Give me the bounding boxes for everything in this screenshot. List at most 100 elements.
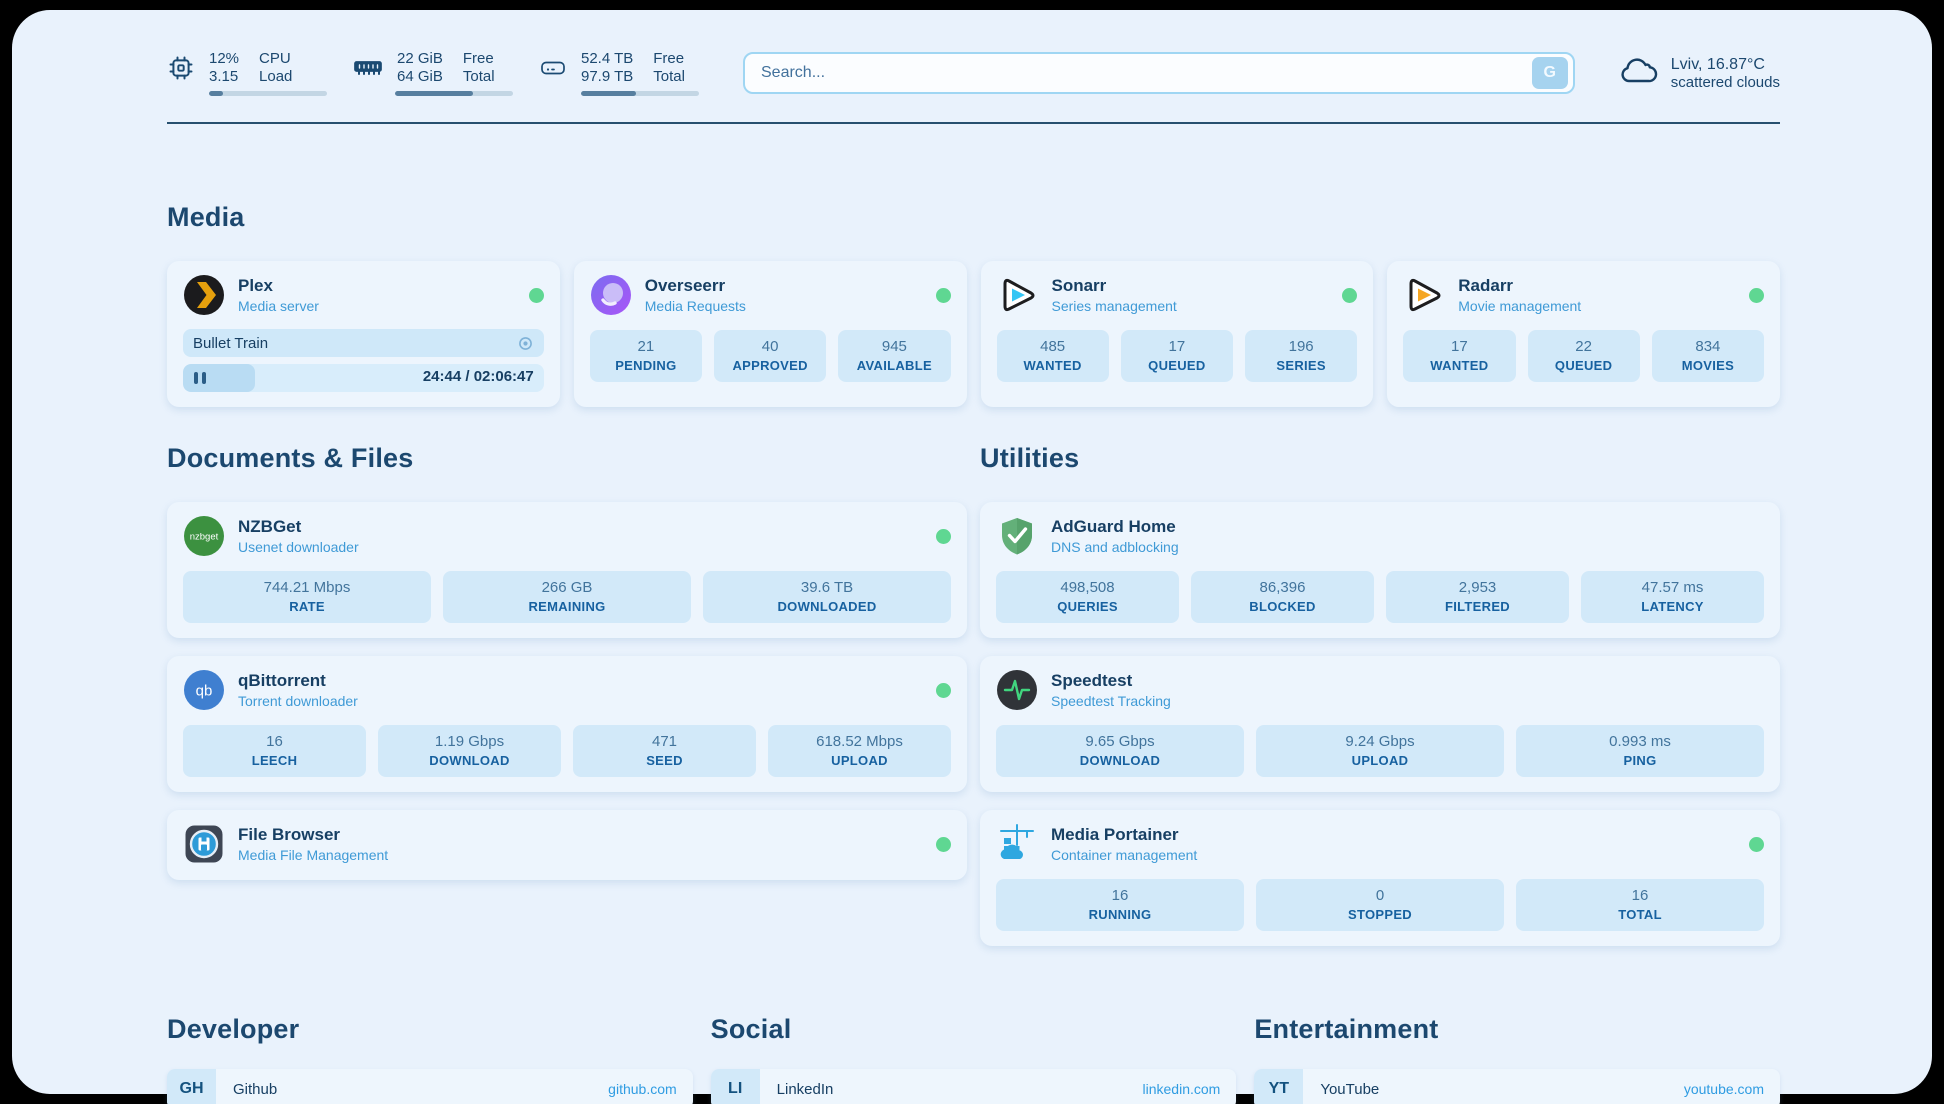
status-dot bbox=[1342, 287, 1358, 303]
stat-wanted: 17 WANTED bbox=[1403, 330, 1516, 382]
ram-total-value: 64 GiB bbox=[397, 68, 443, 85]
stat-leech: 16 LEECH bbox=[183, 725, 366, 777]
now-playing-settings-icon[interactable] bbox=[517, 335, 534, 352]
link-github[interactable]: GH Github github.com bbox=[167, 1069, 693, 1104]
app-card-speedtest[interactable]: Speedtest Speedtest Tracking 9.65 Gbps D… bbox=[980, 656, 1780, 792]
app-subtitle: Container management bbox=[1051, 847, 1198, 863]
ram-free-value: 22 GiB bbox=[397, 50, 443, 67]
speedtest-icon bbox=[996, 669, 1038, 711]
media-heading: Media bbox=[167, 202, 245, 232]
disk-free-value: 52.4 TB bbox=[581, 50, 634, 67]
app-name: AdGuard Home bbox=[1051, 517, 1176, 536]
app-name: Sonarr bbox=[1051, 276, 1107, 295]
social-heading: Social bbox=[710, 1014, 792, 1044]
cpu-usage-value: 12% bbox=[209, 50, 240, 67]
stat-latency: 47.57 ms LATENCY bbox=[1581, 571, 1764, 623]
app-name: File Browser bbox=[238, 825, 341, 844]
status-dot bbox=[1749, 287, 1764, 303]
app-card-adguard[interactable]: AdGuard Home DNS and adblocking 498,508 … bbox=[980, 502, 1780, 638]
stat-wanted: 485 WANTED bbox=[996, 330, 1109, 382]
stat-available: 945 AVAILABLE bbox=[838, 330, 951, 382]
disk-icon bbox=[539, 55, 567, 81]
stat-stopped: 0 STOPPED bbox=[1256, 879, 1504, 931]
cpu-load-value: 3.15 bbox=[209, 68, 239, 85]
stat-queued: 22 QUEUED bbox=[1527, 330, 1640, 382]
stat-queued: 17 QUEUED bbox=[1120, 330, 1233, 382]
topbar-divider bbox=[167, 122, 1780, 124]
disk-progress-fill bbox=[581, 91, 637, 96]
cpu-icon bbox=[167, 54, 195, 82]
status-dot bbox=[935, 287, 951, 303]
stat-total: 16 TOTAL bbox=[1516, 879, 1764, 931]
section-utilities: Utilities AdGuard Home DNS and adblockin… bbox=[980, 443, 1780, 946]
app-name: Plex bbox=[238, 276, 273, 295]
status-dot bbox=[936, 682, 951, 698]
disk-total-value: 97.9 TB bbox=[581, 68, 634, 85]
dashboard: 12% 3.15 CPU Load bbox=[12, 10, 1932, 1104]
stat-pending: 21 PENDING bbox=[589, 330, 702, 382]
stat-remaining: 266 GB REMAINING bbox=[443, 571, 691, 623]
stat-running: 16 RUNNING bbox=[996, 879, 1244, 931]
app-name: Radarr bbox=[1458, 276, 1514, 295]
app-card-sonarr[interactable]: Sonarr Series management 485 WANTED 17 Q… bbox=[980, 261, 1374, 407]
stat-approved: 40 APPROVED bbox=[714, 330, 827, 382]
search-input[interactable] bbox=[761, 64, 1532, 82]
qbittorrent-icon: qb bbox=[183, 669, 225, 711]
cpu-label: CPU bbox=[259, 50, 291, 67]
app-subtitle: Movie management bbox=[1458, 298, 1582, 314]
app-card-filebrowser[interactable]: File Browser Media File Management bbox=[167, 810, 967, 880]
overseerr-icon bbox=[590, 274, 632, 316]
link-youtube[interactable]: YT YouTube youtube.com bbox=[1254, 1069, 1780, 1104]
app-card-radarr[interactable]: Radarr Movie management 17 WANTED 22 QUE… bbox=[1387, 261, 1780, 407]
stat-blocked: 86,396 BLOCKED bbox=[1191, 571, 1374, 623]
now-playing-row: Bullet Train bbox=[183, 329, 544, 357]
entertainment-heading: Entertainment bbox=[1254, 1014, 1439, 1044]
nzbget-icon: nzbget bbox=[183, 515, 225, 557]
app-card-portainer[interactable]: Media Portainer Container management 16 … bbox=[980, 810, 1780, 946]
stat-seed: 471 SEED bbox=[573, 725, 756, 777]
ram-total-label: Total bbox=[462, 68, 495, 85]
app-subtitle: Torrent downloader bbox=[238, 693, 358, 709]
ram-free-label: Free bbox=[462, 50, 494, 67]
link-linkedin[interactable]: LI LinkedIn linkedin.com bbox=[710, 1069, 1237, 1104]
stat-download: 1.19 Gbps DOWNLOAD bbox=[378, 725, 561, 777]
app-subtitle: Usenet downloader bbox=[238, 539, 359, 555]
app-subtitle: Media server bbox=[238, 298, 319, 314]
app-card-qbittorrent[interactable]: qb qBittorrent Torrent downloader 16 LEE… bbox=[167, 656, 967, 792]
app-subtitle: Speedtest Tracking bbox=[1051, 693, 1171, 709]
now-playing-title: Bullet Train bbox=[193, 334, 269, 352]
app-subtitle: Series management bbox=[1051, 298, 1177, 314]
cpu-progress-track bbox=[209, 91, 327, 96]
app-name: qBittorrent bbox=[238, 671, 326, 690]
app-card-overseerr[interactable]: Overseerr Media Requests 21 PENDING 40 A… bbox=[573, 261, 967, 407]
search-engine-button[interactable]: G bbox=[1531, 57, 1568, 89]
disk-free-label: Free bbox=[653, 50, 685, 67]
status-dot bbox=[528, 287, 544, 303]
app-card-plex[interactable]: Plex Media server Bullet Train bbox=[167, 261, 560, 407]
status-dot bbox=[936, 836, 951, 852]
app-card-nzbget[interactable]: nzbget NZBGet Usenet downloader 744.21 M… bbox=[167, 502, 967, 638]
app-subtitle: Media Requests bbox=[644, 298, 746, 314]
portainer-icon bbox=[996, 823, 1038, 865]
cpu-load-label: Load bbox=[259, 68, 293, 85]
disk-progress-track bbox=[581, 91, 699, 96]
stat-queries: 498,508 QUERIES bbox=[996, 571, 1179, 623]
app-name: Overseerr bbox=[644, 276, 726, 295]
weather-widget[interactable]: Lviv, 16.87°C scattered clouds bbox=[1617, 54, 1780, 93]
weather-location-temp: Lviv, 16.87°C bbox=[1670, 55, 1765, 73]
app-subtitle: DNS and adblocking bbox=[1051, 539, 1179, 555]
stat-downloaded: 39.6 TB DOWNLOADED bbox=[703, 571, 951, 623]
section-developer: Developer GH Github github.com SO StackO… bbox=[167, 1014, 693, 1104]
now-playing-time: 24:44 / 02:06:47 bbox=[422, 368, 534, 385]
app-name: Media Portainer bbox=[1051, 825, 1179, 844]
adguard-icon bbox=[996, 515, 1038, 557]
stat-upload: 9.24 Gbps UPLOAD bbox=[1256, 725, 1504, 777]
section-media: Media Plex Media server bbox=[167, 202, 1780, 407]
sonarr-icon bbox=[997, 274, 1039, 316]
pause-icon bbox=[194, 372, 206, 384]
now-playing-progress: 24:44 / 02:06:47 bbox=[183, 364, 544, 392]
stat-series: 196 SERIES bbox=[1245, 330, 1358, 382]
youtube-badge: YT bbox=[1254, 1069, 1304, 1104]
section-entertainment: Entertainment YT YouTube youtube.com NF … bbox=[1254, 1014, 1780, 1104]
